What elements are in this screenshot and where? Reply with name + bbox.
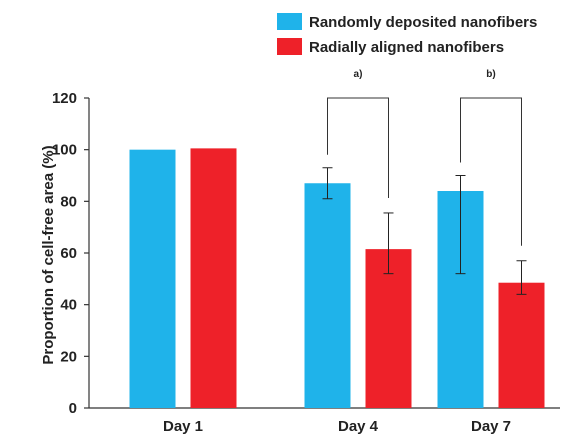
bar-random-day-1 <box>129 149 176 408</box>
significance-bracket <box>460 97 522 246</box>
legend-swatch <box>277 38 302 55</box>
legend-label: Randomly deposited nanofibers <box>309 14 537 31</box>
y-tick-label: 80 <box>60 193 77 210</box>
x-tick-label: Day 1 <box>163 418 203 435</box>
significance-annotation: a) <box>354 69 363 80</box>
y-tick-label: 20 <box>60 348 77 365</box>
bar-aligned-day-7 <box>498 282 545 408</box>
significance-bracket <box>327 97 389 198</box>
y-tick-label: 40 <box>60 297 77 314</box>
y-tick-label: 60 <box>60 245 77 262</box>
bar-aligned-day-1 <box>190 148 237 408</box>
legend-label: Radially aligned nanofibers <box>309 39 504 56</box>
x-tick-label: Day 4 <box>338 418 379 435</box>
significance-annotation: b) <box>486 69 495 80</box>
y-tick-label: 0 <box>69 400 77 417</box>
x-tick-label: Day 7 <box>471 418 511 435</box>
bar-random-day-4 <box>304 183 351 408</box>
y-tick-label: 100 <box>52 142 77 159</box>
legend-swatch <box>277 13 302 30</box>
bar-aligned-day-4 <box>365 249 412 408</box>
y-tick-label: 120 <box>52 90 77 107</box>
y-axis-title: Proportion of cell-free area (%) <box>40 145 57 364</box>
